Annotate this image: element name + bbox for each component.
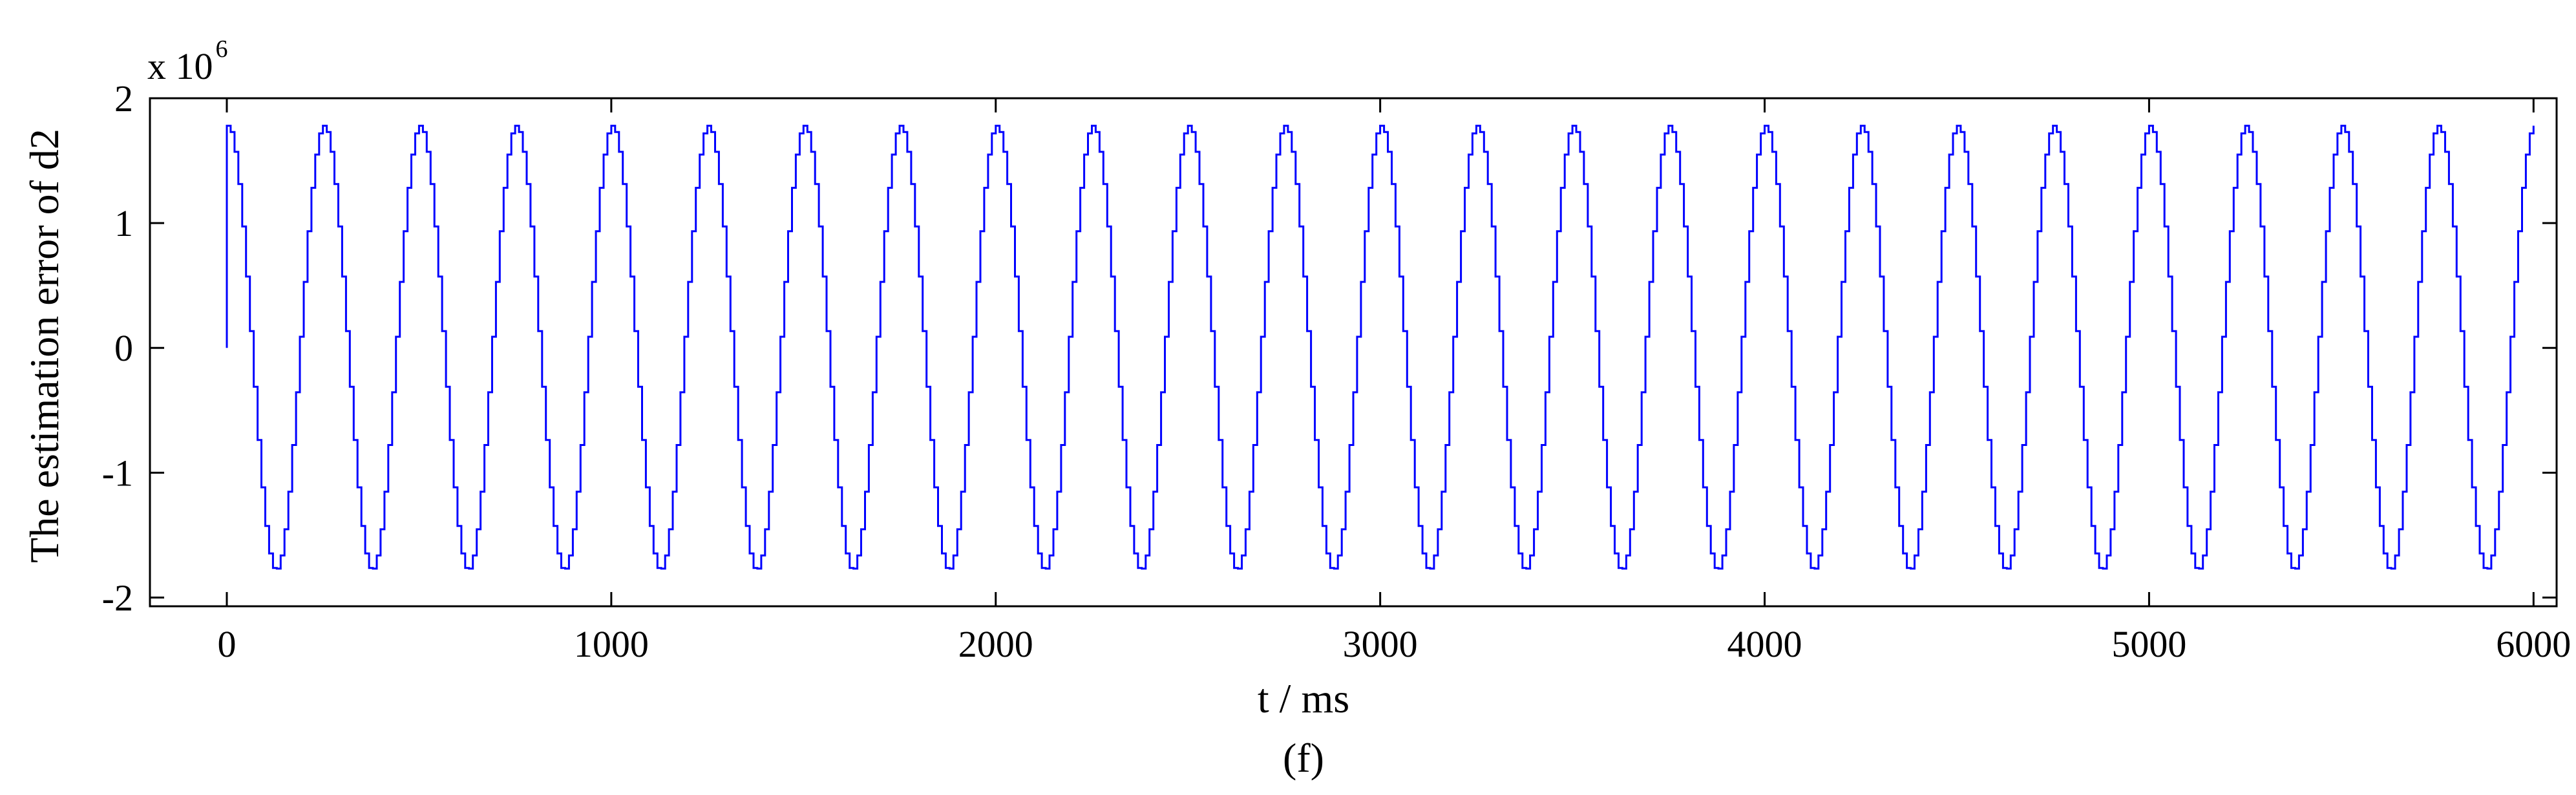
x-axis-label: t / ms	[1258, 675, 1349, 721]
y-axis-multiplier-exponent: 6	[216, 36, 228, 63]
y-tick-label: 2	[114, 78, 133, 120]
x-tick-label: 6000	[2496, 623, 2571, 665]
x-tick-label: 3000	[1343, 623, 1418, 665]
x-tick-label: 0	[217, 623, 236, 665]
y-axis-tick-labels: -2 -1 0 1 2	[102, 78, 133, 619]
y-tick-label: 0	[114, 327, 133, 369]
y-tick-label: -2	[102, 577, 133, 619]
y-axis-multiplier: x 10 6	[147, 36, 228, 87]
y-axis-multiplier-base: x 10	[147, 45, 213, 87]
plot-area	[149, 97, 2558, 608]
x-axis-tick-labels: 0 1000 2000 3000 4000 5000 6000	[217, 623, 2571, 665]
x-tick-label: 1000	[574, 623, 649, 665]
x-axis-ticks	[226, 98, 2535, 606]
y-tick-label: -1	[102, 452, 133, 494]
x-tick-label: 4000	[1727, 623, 1802, 665]
series-line	[226, 125, 2535, 570]
x-tick-label: 5000	[2111, 623, 2186, 665]
y-axis-ticks	[150, 97, 2557, 599]
y-axis-label: The estimation error of d2	[21, 129, 67, 563]
axes-frame	[149, 97, 2558, 608]
y-tick-label: 1	[114, 202, 133, 244]
x-tick-label: 2000	[958, 623, 1033, 665]
figure-caption: (f)	[1283, 735, 1324, 781]
